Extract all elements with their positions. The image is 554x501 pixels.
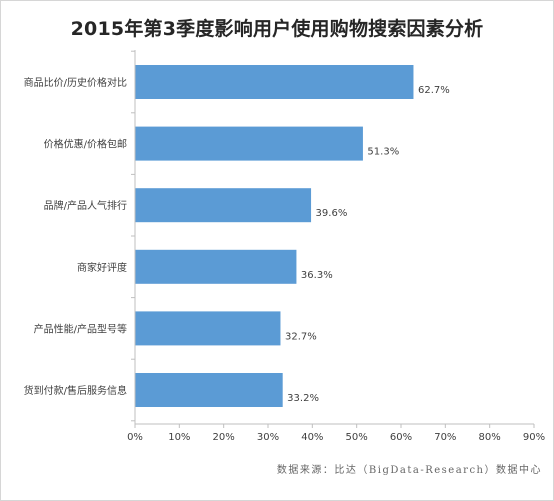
category-label: 产品性能/产品型号等 [34, 322, 127, 335]
bar-value-label: 51.3% [367, 147, 399, 158]
bar [135, 311, 281, 346]
x-tick-label: 90% [523, 432, 545, 443]
category-label: 价格优惠/价格包邮 [44, 138, 127, 151]
x-tick-label: 20% [213, 432, 235, 443]
bar-value-label: 32.7% [285, 331, 317, 342]
bar-value-label: 62.7% [418, 85, 450, 96]
x-tick-label: 70% [434, 432, 456, 443]
x-tick-label: 50% [346, 432, 368, 443]
bar-value-label: 39.6% [316, 208, 348, 219]
category-label: 商家好评度 [77, 261, 127, 274]
bar [135, 249, 297, 284]
bar [135, 373, 283, 407]
x-tick-label: 80% [479, 432, 501, 443]
bar [135, 126, 363, 161]
x-tick-label: 0% [127, 432, 143, 443]
bar [135, 65, 414, 99]
x-tick-label: 40% [301, 432, 323, 443]
category-label: 品牌/产品人气排行 [44, 199, 127, 212]
x-tick-label: 30% [257, 432, 279, 443]
data-source-note: 数据来源：比达（BigData-Research）数据中心 [276, 465, 542, 476]
category-label: 货到付款/售后服务信息 [24, 384, 127, 397]
bar-value-label: 36.3% [301, 270, 333, 281]
x-tick-label: 10% [168, 432, 190, 443]
category-label: 商品比价/历史价格对比 [24, 76, 127, 89]
chart-title: 2015年第3季度影响用户使用购物搜索因素分析 [70, 18, 484, 40]
x-tick-label: 60% [390, 432, 412, 443]
bar-value-label: 33.2% [287, 393, 319, 404]
bar [135, 188, 312, 223]
